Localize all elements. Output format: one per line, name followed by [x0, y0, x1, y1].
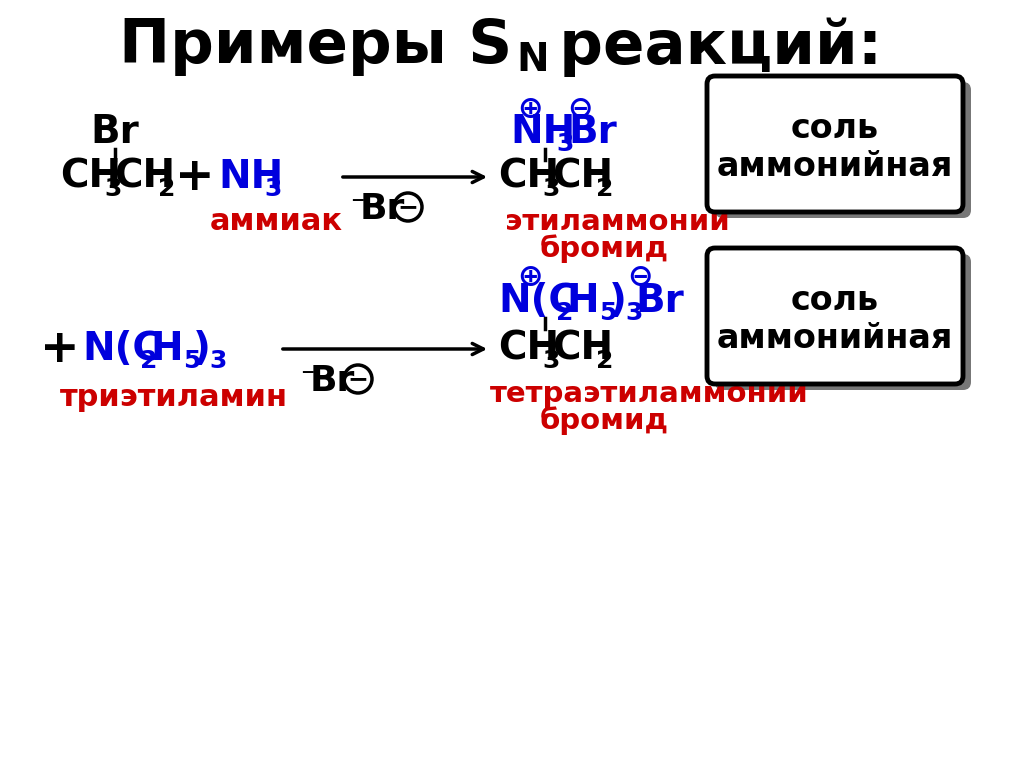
Text: 2: 2 [556, 301, 573, 325]
Text: соль: соль [791, 113, 879, 146]
Text: CH: CH [498, 330, 559, 368]
Text: аммонийная: аммонийная [717, 150, 953, 183]
Text: Br: Br [568, 113, 616, 151]
Text: H: H [150, 330, 182, 368]
FancyBboxPatch shape [707, 76, 963, 212]
Text: +: + [40, 327, 80, 371]
Text: CH: CH [552, 330, 613, 368]
Text: CH: CH [552, 158, 613, 196]
Text: ⁻: ⁻ [350, 192, 365, 220]
Text: N(C: N(C [82, 330, 161, 368]
Text: −: − [397, 195, 419, 219]
Text: ): ) [193, 330, 211, 368]
Text: бромид: бромид [540, 235, 669, 263]
Text: N(C: N(C [498, 282, 577, 320]
Text: бромид: бромид [540, 407, 669, 436]
Text: ⁻: ⁻ [300, 364, 314, 392]
Text: 2: 2 [596, 349, 613, 373]
Text: 5: 5 [599, 301, 616, 325]
Text: 5: 5 [183, 349, 201, 373]
Text: 3: 3 [542, 177, 559, 201]
Text: Br: Br [310, 364, 355, 398]
Text: соль: соль [791, 285, 879, 318]
Text: 3: 3 [104, 177, 122, 201]
Text: реакций:: реакций: [538, 17, 883, 77]
Text: аммонийная: аммонийная [717, 322, 953, 355]
Text: −: − [347, 367, 369, 391]
Text: 3: 3 [625, 301, 642, 325]
Text: N: N [516, 41, 549, 79]
Text: +: + [175, 154, 215, 199]
FancyBboxPatch shape [715, 254, 971, 390]
Text: Br: Br [360, 192, 406, 226]
Text: NH: NH [218, 158, 284, 196]
FancyBboxPatch shape [707, 248, 963, 384]
Text: триэтиламин: триэтиламин [60, 383, 288, 412]
Text: ⊕: ⊕ [517, 262, 543, 291]
Text: Br: Br [635, 282, 684, 320]
Text: Br: Br [91, 113, 139, 151]
Text: 2: 2 [140, 349, 158, 373]
Text: 3: 3 [542, 349, 559, 373]
Text: ⊖: ⊖ [567, 94, 593, 123]
Text: CH: CH [60, 158, 121, 196]
Text: 2: 2 [596, 177, 613, 201]
Text: CH: CH [498, 158, 559, 196]
Text: аммиак: аммиак [210, 208, 343, 236]
Text: Примеры S: Примеры S [119, 18, 512, 77]
Text: ): ) [609, 282, 627, 320]
Text: ⊖: ⊖ [628, 262, 652, 291]
Text: H: H [566, 282, 599, 320]
FancyBboxPatch shape [715, 82, 971, 218]
Text: 3: 3 [209, 349, 226, 373]
Text: NH: NH [510, 113, 575, 151]
Text: тетраэтиламмоний: тетраэтиламмоний [490, 380, 809, 408]
Text: 3: 3 [556, 132, 573, 156]
Text: ⊕: ⊕ [517, 94, 543, 123]
Text: этиламмоний: этиламмоний [505, 208, 730, 236]
Text: 2: 2 [158, 177, 175, 201]
Text: 3: 3 [264, 177, 282, 201]
Text: CH: CH [114, 158, 175, 196]
